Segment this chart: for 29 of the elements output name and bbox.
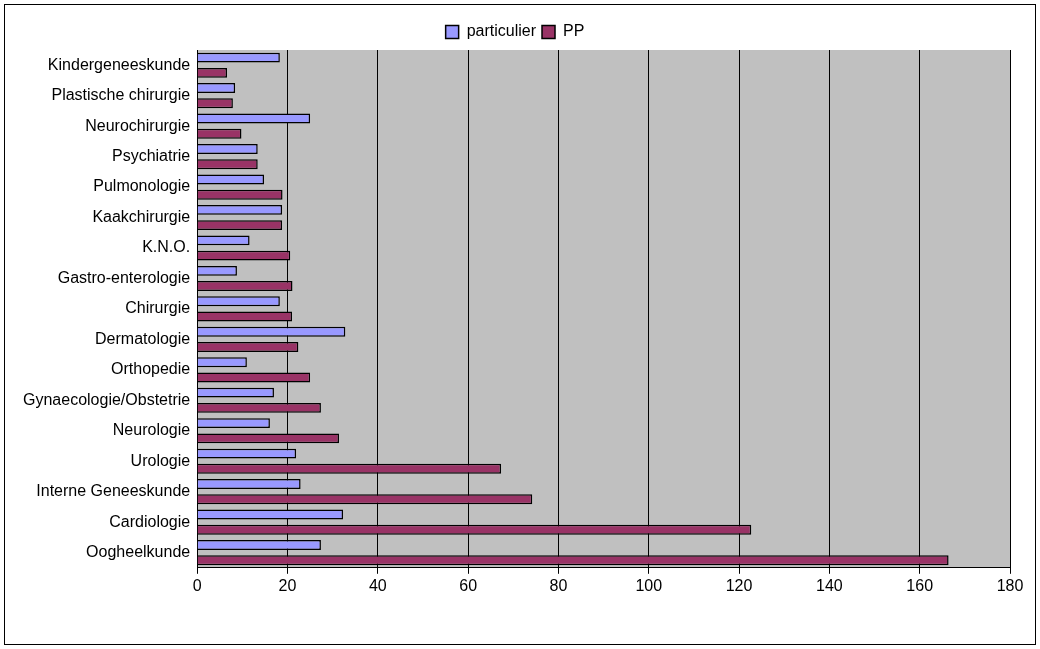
y-tick-label: Dermatologie (95, 329, 191, 347)
y-tick-label: Kindergeneeskunde (47, 55, 191, 73)
x-tick-label: 180 (996, 576, 1024, 594)
legend-label: particulier (466, 22, 537, 40)
x-tick-label: 40 (368, 576, 387, 594)
y-tick-label: Psychiatrie (111, 147, 191, 165)
y-tick-label: Neurochirurgie (85, 116, 191, 134)
x-tick-label: 140 (816, 576, 843, 594)
y-tick-label: Cardiologie (109, 512, 191, 530)
y-tick-label: Kaakchirurgie (92, 207, 191, 225)
legend-label: PP (563, 22, 585, 40)
y-tick-label: Plastische chirurgie (51, 86, 191, 104)
y-tick-label: K.N.O. (142, 238, 191, 256)
y-tick-label: Orthopedie (111, 360, 191, 378)
x-tick-label: 160 (906, 576, 934, 594)
x-tick-label: 60 (459, 576, 478, 594)
y-tick-label: Pulmonologie (93, 177, 191, 195)
y-tick-label: Oogheelkunde (86, 542, 191, 560)
x-tick-label: 100 (635, 576, 663, 594)
y-tick-label: Gastro-enterologie (57, 268, 191, 286)
x-tick-label: 80 (549, 576, 568, 594)
y-tick-label: Neurologie (112, 421, 191, 439)
y-tick-label: Interne Geneeskunde (36, 482, 191, 500)
x-tick-label: 0 (192, 576, 202, 594)
y-tick-label: Urologie (130, 451, 191, 469)
y-tick-label: Gynaecologie/Obstetrie (23, 390, 191, 408)
y-tick-label: Chirurgie (125, 299, 191, 317)
x-tick-label: 120 (725, 576, 753, 594)
x-tick-label: 20 (278, 576, 297, 594)
